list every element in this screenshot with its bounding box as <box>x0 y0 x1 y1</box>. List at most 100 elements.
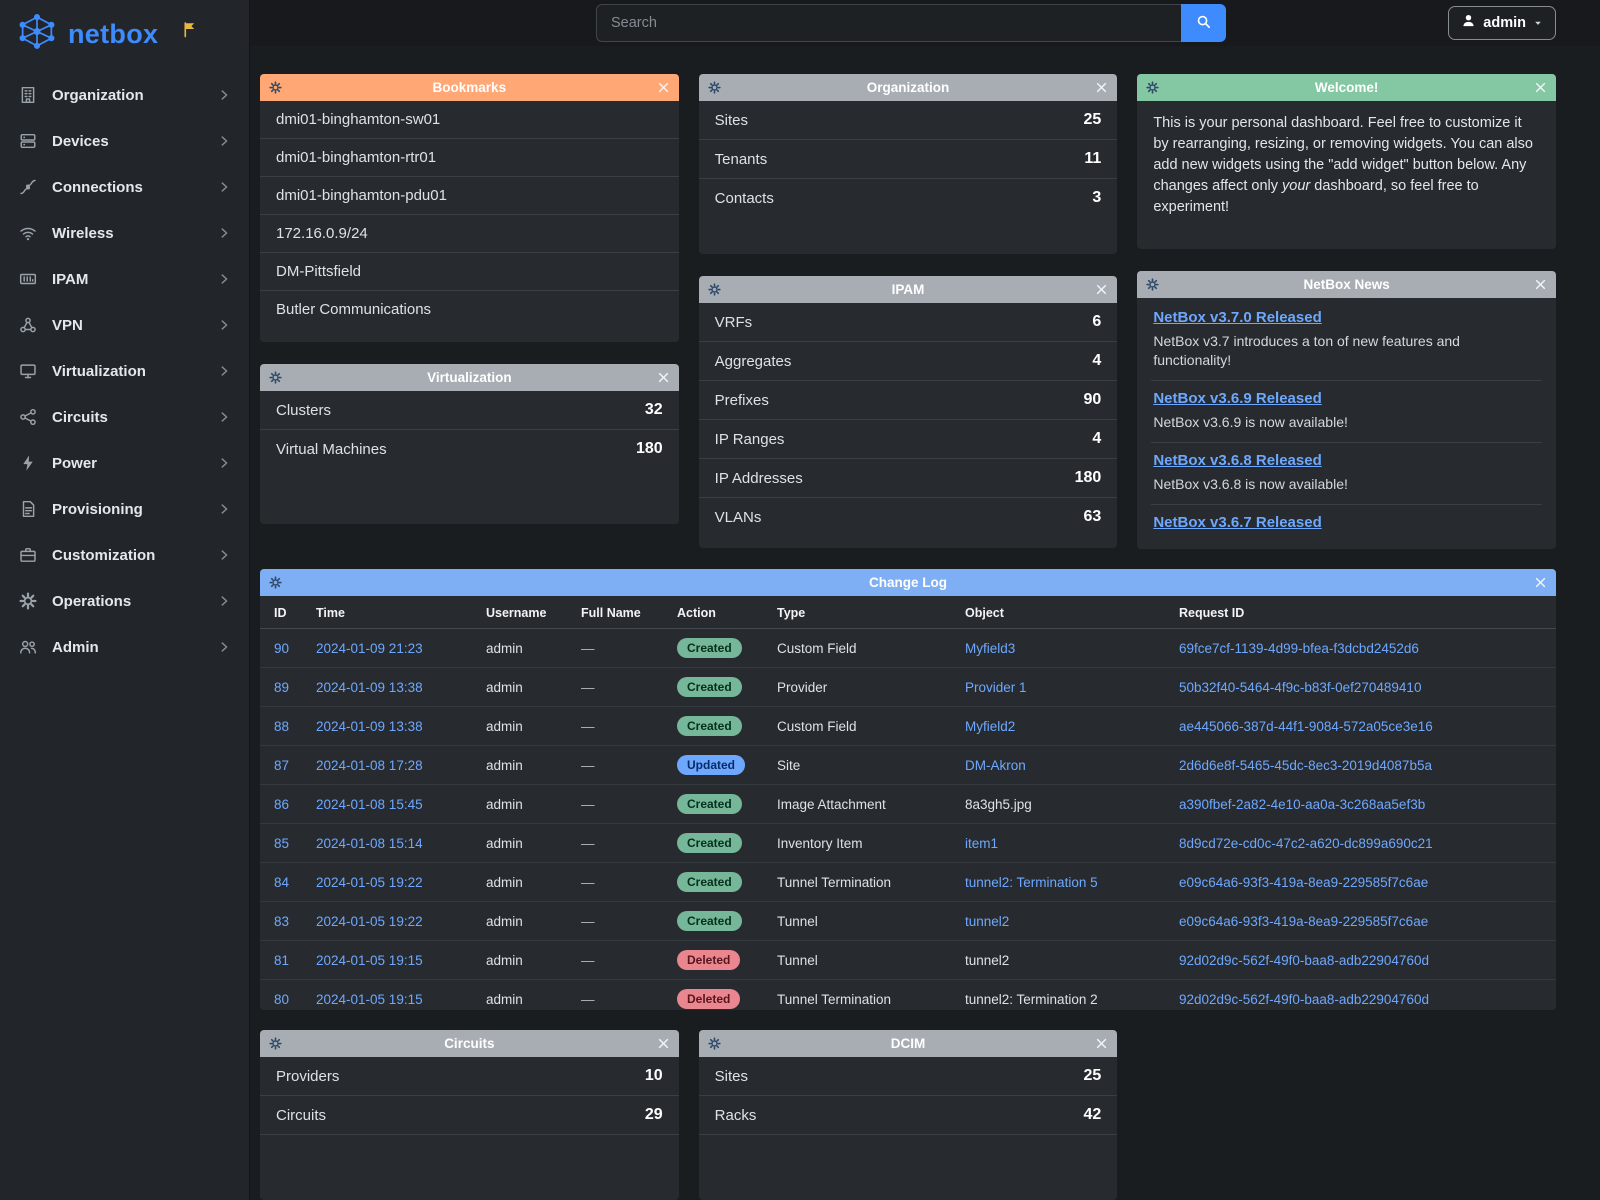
changelog-id-link[interactable]: 89 <box>274 679 290 695</box>
bookmark-flag-icon[interactable] <box>182 21 197 38</box>
news-release-link[interactable]: NetBox v3.7.0 Released <box>1153 309 1322 326</box>
changelog-username: admin <box>486 679 523 695</box>
changelog-row: 80 2024-01-05 19:15 admin — Deleted Tunnel Te… <box>260 979 1556 1010</box>
search-button[interactable] <box>1181 4 1226 42</box>
search-input[interactable] <box>596 4 1181 42</box>
changelog-request-id-link[interactable]: 92d02d9c-562f-49f0-baa8-adb22904760d <box>1179 991 1429 1007</box>
changelog-id-link[interactable]: 85 <box>274 835 290 851</box>
changelog-id-link[interactable]: 86 <box>274 796 290 812</box>
changelog-request-id-link[interactable]: 50b32f40-5464-4f9c-b83f-0ef270489410 <box>1179 679 1422 695</box>
virtualization-widget-body: Clusters 32 Virtual Machines 180 <box>260 391 679 468</box>
changelog-object: 8a3gh5.jpg <box>965 796 1032 812</box>
sidebar-item-devices[interactable]: Devices <box>0 118 249 164</box>
chevron-right-icon <box>217 180 231 194</box>
changelog-id-link[interactable]: 80 <box>274 991 290 1007</box>
sidebar-item-power[interactable]: Power <box>0 440 249 486</box>
sidebar-item-wireless[interactable]: Wireless <box>0 210 249 256</box>
changelog-widget-header: Change Log <box>260 569 1556 596</box>
bookmark-link[interactable]: 172.16.0.9/24 <box>276 225 368 242</box>
chevron-right-icon <box>217 318 231 332</box>
news-release-link[interactable]: NetBox v3.6.7 Released <box>1153 513 1322 531</box>
widget-config-icon[interactable] <box>1146 278 1160 291</box>
changelog-request-id-link[interactable]: ae445066-387d-44f1-9084-572a05ce3e16 <box>1179 718 1433 734</box>
changelog-time-link[interactable]: 2024-01-05 19:22 <box>316 874 423 890</box>
changelog-object-link[interactable]: Provider 1 <box>965 679 1027 695</box>
changelog-time-link[interactable]: 2024-01-05 19:15 <box>316 952 423 968</box>
widget-close-icon[interactable] <box>1095 1037 1108 1050</box>
changelog-request-id-link[interactable]: a390fbef-2a82-4e10-aa0a-3c268aa5ef3b <box>1179 796 1426 812</box>
changelog-time-link[interactable]: 2024-01-09 21:23 <box>316 640 423 656</box>
changelog-id-link[interactable]: 87 <box>274 757 290 773</box>
stat-value: 180 <box>635 440 663 457</box>
widget-close-icon[interactable] <box>657 371 670 384</box>
sidebar-item-provisioning[interactable]: Provisioning <box>0 486 249 532</box>
sidebar-item-operations[interactable]: Operations <box>0 578 249 624</box>
changelog-time-link[interactable]: 2024-01-09 13:38 <box>316 679 423 695</box>
sidebar-item-customization[interactable]: Customization <box>0 532 249 578</box>
changelog-id-link[interactable]: 90 <box>274 640 290 656</box>
widget-close-icon[interactable] <box>1534 576 1547 589</box>
stat-value: 4 <box>1092 352 1102 369</box>
changelog-id-link[interactable]: 81 <box>274 952 290 968</box>
changelog-object-link[interactable]: Myfield3 <box>965 640 1016 656</box>
bookmark-link[interactable]: DM-Pittsfield <box>276 263 362 280</box>
changelog-request-id-link[interactable]: e09c64a6-93f3-419a-8ea9-229585f7c6ae <box>1179 913 1429 929</box>
bookmark-link[interactable]: dmi01-binghamton-pdu01 <box>276 187 447 204</box>
widget-close-icon[interactable] <box>1534 278 1547 291</box>
organization-widget: Organization Sites 25 Tenants 11 Contacts 3 <box>698 74 1118 254</box>
changelog-row: 81 2024-01-05 19:15 admin — Deleted Tunnel tun… <box>260 940 1556 980</box>
widget-config-icon[interactable] <box>269 1037 282 1050</box>
bookmark-link[interactable]: Butler Communications <box>276 301 432 318</box>
changelog-object-link[interactable]: item1 <box>965 835 999 851</box>
widget-config-icon[interactable] <box>269 371 282 384</box>
sidebar-item-admin[interactable]: Admin <box>0 624 249 670</box>
widget-config-icon[interactable] <box>707 283 721 296</box>
changelog-time-link[interactable]: 2024-01-08 17:28 <box>316 757 423 773</box>
changelog-time-link[interactable]: 2024-01-09 13:38 <box>316 718 423 734</box>
sidebar-item-circuits[interactable]: Circuits <box>0 394 249 440</box>
widget-config-icon[interactable] <box>707 1037 721 1050</box>
widget-config-icon[interactable] <box>1146 81 1160 94</box>
changelog-id-link[interactable]: 84 <box>274 874 290 890</box>
changelog-row: 83 2024-01-05 19:22 admin — Created Tunnel tun… <box>260 901 1556 941</box>
bookmark-link[interactable]: dmi01-binghamton-rtr01 <box>276 149 437 166</box>
widget-grid-bottom: Circuits Providers 10 Circuits 29 DCIM <box>260 1030 1556 1200</box>
changelog-time-link[interactable]: 2024-01-05 19:15 <box>316 991 423 1007</box>
widget-config-icon[interactable] <box>707 81 721 94</box>
changelog-request-id-link[interactable]: 2d6d6e8f-5465-45dc-8ec3-2019d4087b5a <box>1179 757 1432 773</box>
news-release-link[interactable]: NetBox v3.6.8 Released <box>1153 451 1322 469</box>
widget-config-icon[interactable] <box>269 81 282 94</box>
changelog-header-row: ID Time Username Full Name Action Type Object R… <box>260 596 1556 629</box>
changelog-object-link[interactable]: tunnel2: Termination 5 <box>965 874 1098 890</box>
changelog-request-id-link[interactable]: 92d02d9c-562f-49f0-baa8-adb22904760d <box>1179 952 1429 968</box>
widget-config-icon[interactable] <box>269 576 282 589</box>
changelog-id-link[interactable]: 83 <box>274 913 290 929</box>
user-menu[interactable]: admin <box>1448 6 1556 40</box>
sidebar-item-virtualization[interactable]: Virtualization <box>0 348 249 394</box>
changelog-object-link[interactable]: DM-Akron <box>965 757 1026 773</box>
changelog-object-link[interactable]: tunnel2 <box>965 913 1010 929</box>
sidebar-item-label: Operations <box>52 592 132 610</box>
changelog-username: admin <box>486 952 523 968</box>
changelog-time-link[interactable]: 2024-01-08 15:45 <box>316 796 423 812</box>
netbox-logo[interactable]: netbox <box>0 0 249 72</box>
changelog-request-id-link[interactable]: 8d9cd72e-cd0c-47c2-a620-dc899a690c21 <box>1179 835 1433 851</box>
changelog-request-id-link[interactable]: 69fce7cf-1139-4d99-bfea-f3dcbd2452d6 <box>1179 640 1419 656</box>
widget-close-icon[interactable] <box>1095 283 1108 296</box>
news-release-link[interactable]: NetBox v3.6.9 Released <box>1153 389 1322 407</box>
changelog-id-link[interactable]: 88 <box>274 718 290 734</box>
changelog-object: tunnel2: Termination 2 <box>965 991 1098 1007</box>
bookmark-link[interactable]: dmi01-binghamton-sw01 <box>276 111 441 128</box>
changelog-object-link[interactable]: Myfield2 <box>965 718 1016 734</box>
sidebar-item-vpn[interactable]: VPN <box>0 302 249 348</box>
sidebar-item-connections[interactable]: Connections <box>0 164 249 210</box>
changelog-time-link[interactable]: 2024-01-05 19:22 <box>316 913 423 929</box>
changelog-time-link[interactable]: 2024-01-08 15:14 <box>316 835 423 851</box>
changelog-request-id-link[interactable]: e09c64a6-93f3-419a-8ea9-229585f7c6ae <box>1179 874 1429 890</box>
widget-close-icon[interactable] <box>1534 81 1547 94</box>
sidebar-item-ipam[interactable]: IPAM <box>0 256 249 302</box>
widget-close-icon[interactable] <box>657 1037 670 1050</box>
sidebar-item-organization[interactable]: Organization <box>0 72 249 118</box>
widget-close-icon[interactable] <box>657 81 670 94</box>
widget-close-icon[interactable] <box>1095 81 1108 94</box>
